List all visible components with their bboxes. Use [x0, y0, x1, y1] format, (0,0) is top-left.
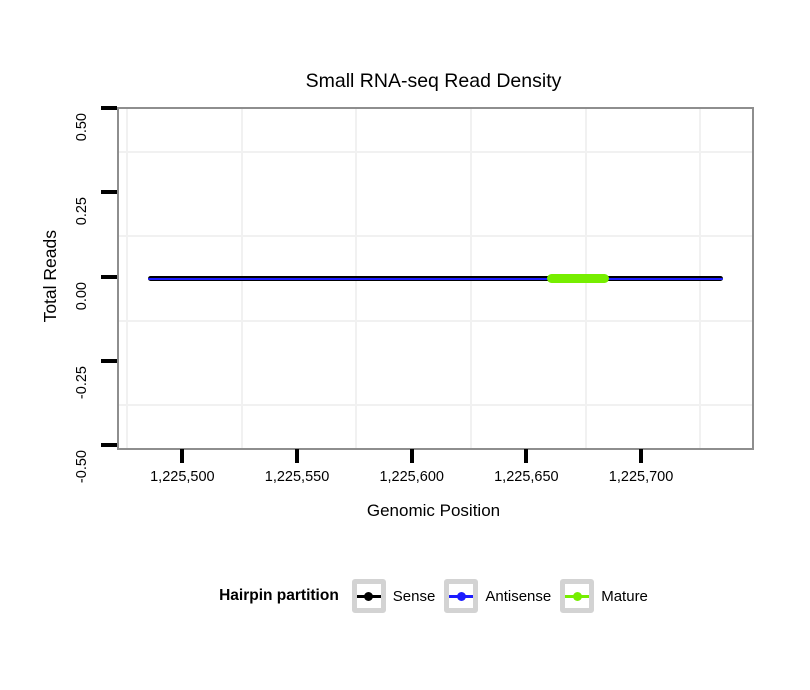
x-tick-label: 1,225,700 [608, 469, 674, 485]
y-tick-label: 0.50 [74, 113, 90, 142]
legend-title: Hairpin partition [219, 587, 339, 604]
legend-item-sense: Sense [351, 579, 436, 613]
x-axis-tick [180, 449, 185, 463]
x-axis-tick [409, 449, 414, 463]
x-axis-tick [295, 449, 300, 463]
x-tick-label: 1,225,650 [494, 469, 559, 485]
legend-items: Sense Antisense Mature [351, 579, 648, 613]
series-line-antisense [147, 277, 724, 280]
legend-key-icon [351, 579, 386, 613]
legend-key-icon [444, 579, 479, 613]
minor-gridline-horizontal [119, 319, 752, 322]
legend-label: Mature [601, 587, 648, 605]
minor-gridline-horizontal [119, 151, 752, 154]
x-tick-label: 1,225,600 [379, 469, 444, 485]
y-tick-label: -0.50 [74, 449, 90, 483]
legend-key-dot [364, 591, 374, 601]
x-tick-label: 1,225,500 [150, 469, 215, 485]
x-axis-title: Genomic Position [366, 501, 501, 520]
y-axis-tick [101, 442, 117, 447]
x-tick-label: 1,225,550 [264, 469, 330, 485]
y-axis-tick [101, 274, 117, 279]
y-axis-title: Total Reads [39, 230, 60, 323]
legend-item-mature: Mature [560, 579, 648, 613]
legend-key-icon [560, 579, 595, 613]
legend: Hairpin partition Sense Antisense Mature [117, 576, 750, 616]
minor-gridline-vertical [126, 109, 129, 448]
y-tick-label: -0.25 [74, 365, 90, 399]
y-tick-label: 0.00 [74, 281, 90, 310]
minor-gridline-horizontal [119, 235, 752, 238]
chart-title: Small RNA-seq Read Density [305, 70, 562, 92]
y-axis-tick [101, 358, 117, 363]
y-axis-tick [101, 190, 117, 195]
plot-panel [117, 107, 754, 450]
y-tick-label: 0.25 [74, 197, 90, 226]
x-axis-tick [524, 449, 529, 463]
x-axis-tick [639, 449, 644, 463]
legend-key-dot [572, 591, 582, 601]
series-line-mature [546, 274, 609, 283]
legend-label: Sense [392, 587, 436, 605]
y-axis-title-wrap: Total Reads [36, 107, 64, 446]
legend-key-dot [456, 591, 466, 601]
legend-label: Antisense [485, 587, 552, 605]
legend-item-antisense: Antisense [444, 579, 551, 613]
minor-gridline-horizontal [119, 403, 752, 406]
y-axis-tick [101, 106, 117, 111]
